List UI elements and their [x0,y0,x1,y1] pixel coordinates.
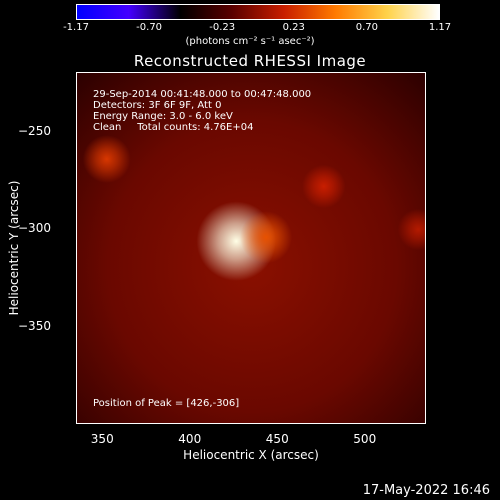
colorbar-tick-label: 1.17 [428,22,452,33]
plot-title: Reconstructed RHESSI Image [133,52,367,70]
plot-area: 29-Sep-2014 00:41:48.000 to 00:47:48.000… [76,72,426,424]
secondary-source [82,135,131,183]
detectors-text: Detectors: 3F 6F 9F, Att 0 [93,100,222,111]
footer-date: 17-May-2022 16:46 [362,483,490,498]
colorbar-tick-label: 0.23 [282,22,305,33]
secondary-source [239,211,293,264]
colorbar-tick-label: -0.70 [136,22,163,33]
colorbar-tick-label: -1.17 [63,22,89,33]
colorbar-tick-label: 0.70 [355,22,379,33]
time-range-text: 29-Sep-2014 00:41:48.000 to 00:47:48.000 [93,89,312,100]
peak-position-text: Position of Peak = [426,-306] [93,398,240,409]
x-tick-label: 450 [265,432,289,446]
colorbar-tick-label: -0.23 [209,22,236,33]
x-tick-label: 350 [90,432,114,446]
y-axis-label: Heliocentric Y (arcsec) [7,180,21,316]
clean-counts-text: Clean Total counts: 4.76E+04 [93,122,254,133]
y-tick-label: −250 [18,123,51,138]
y-tick-label: −300 [18,221,51,236]
secondary-source [302,164,346,209]
heatmap-image [77,73,425,423]
y-tick-label: −350 [18,319,51,334]
x-tick-label: 500 [353,432,377,446]
x-axis-label: Heliocentric X (arcsec) [183,448,319,462]
x-tick-label: 400 [178,432,202,446]
energy-range-text: Energy Range: 3.0 - 6.0 keV [93,111,233,122]
secondary-source [397,208,425,251]
colorbar-units-label: (photons cm⁻² s⁻¹ asec⁻²) [185,36,315,47]
colorbar [76,4,440,20]
